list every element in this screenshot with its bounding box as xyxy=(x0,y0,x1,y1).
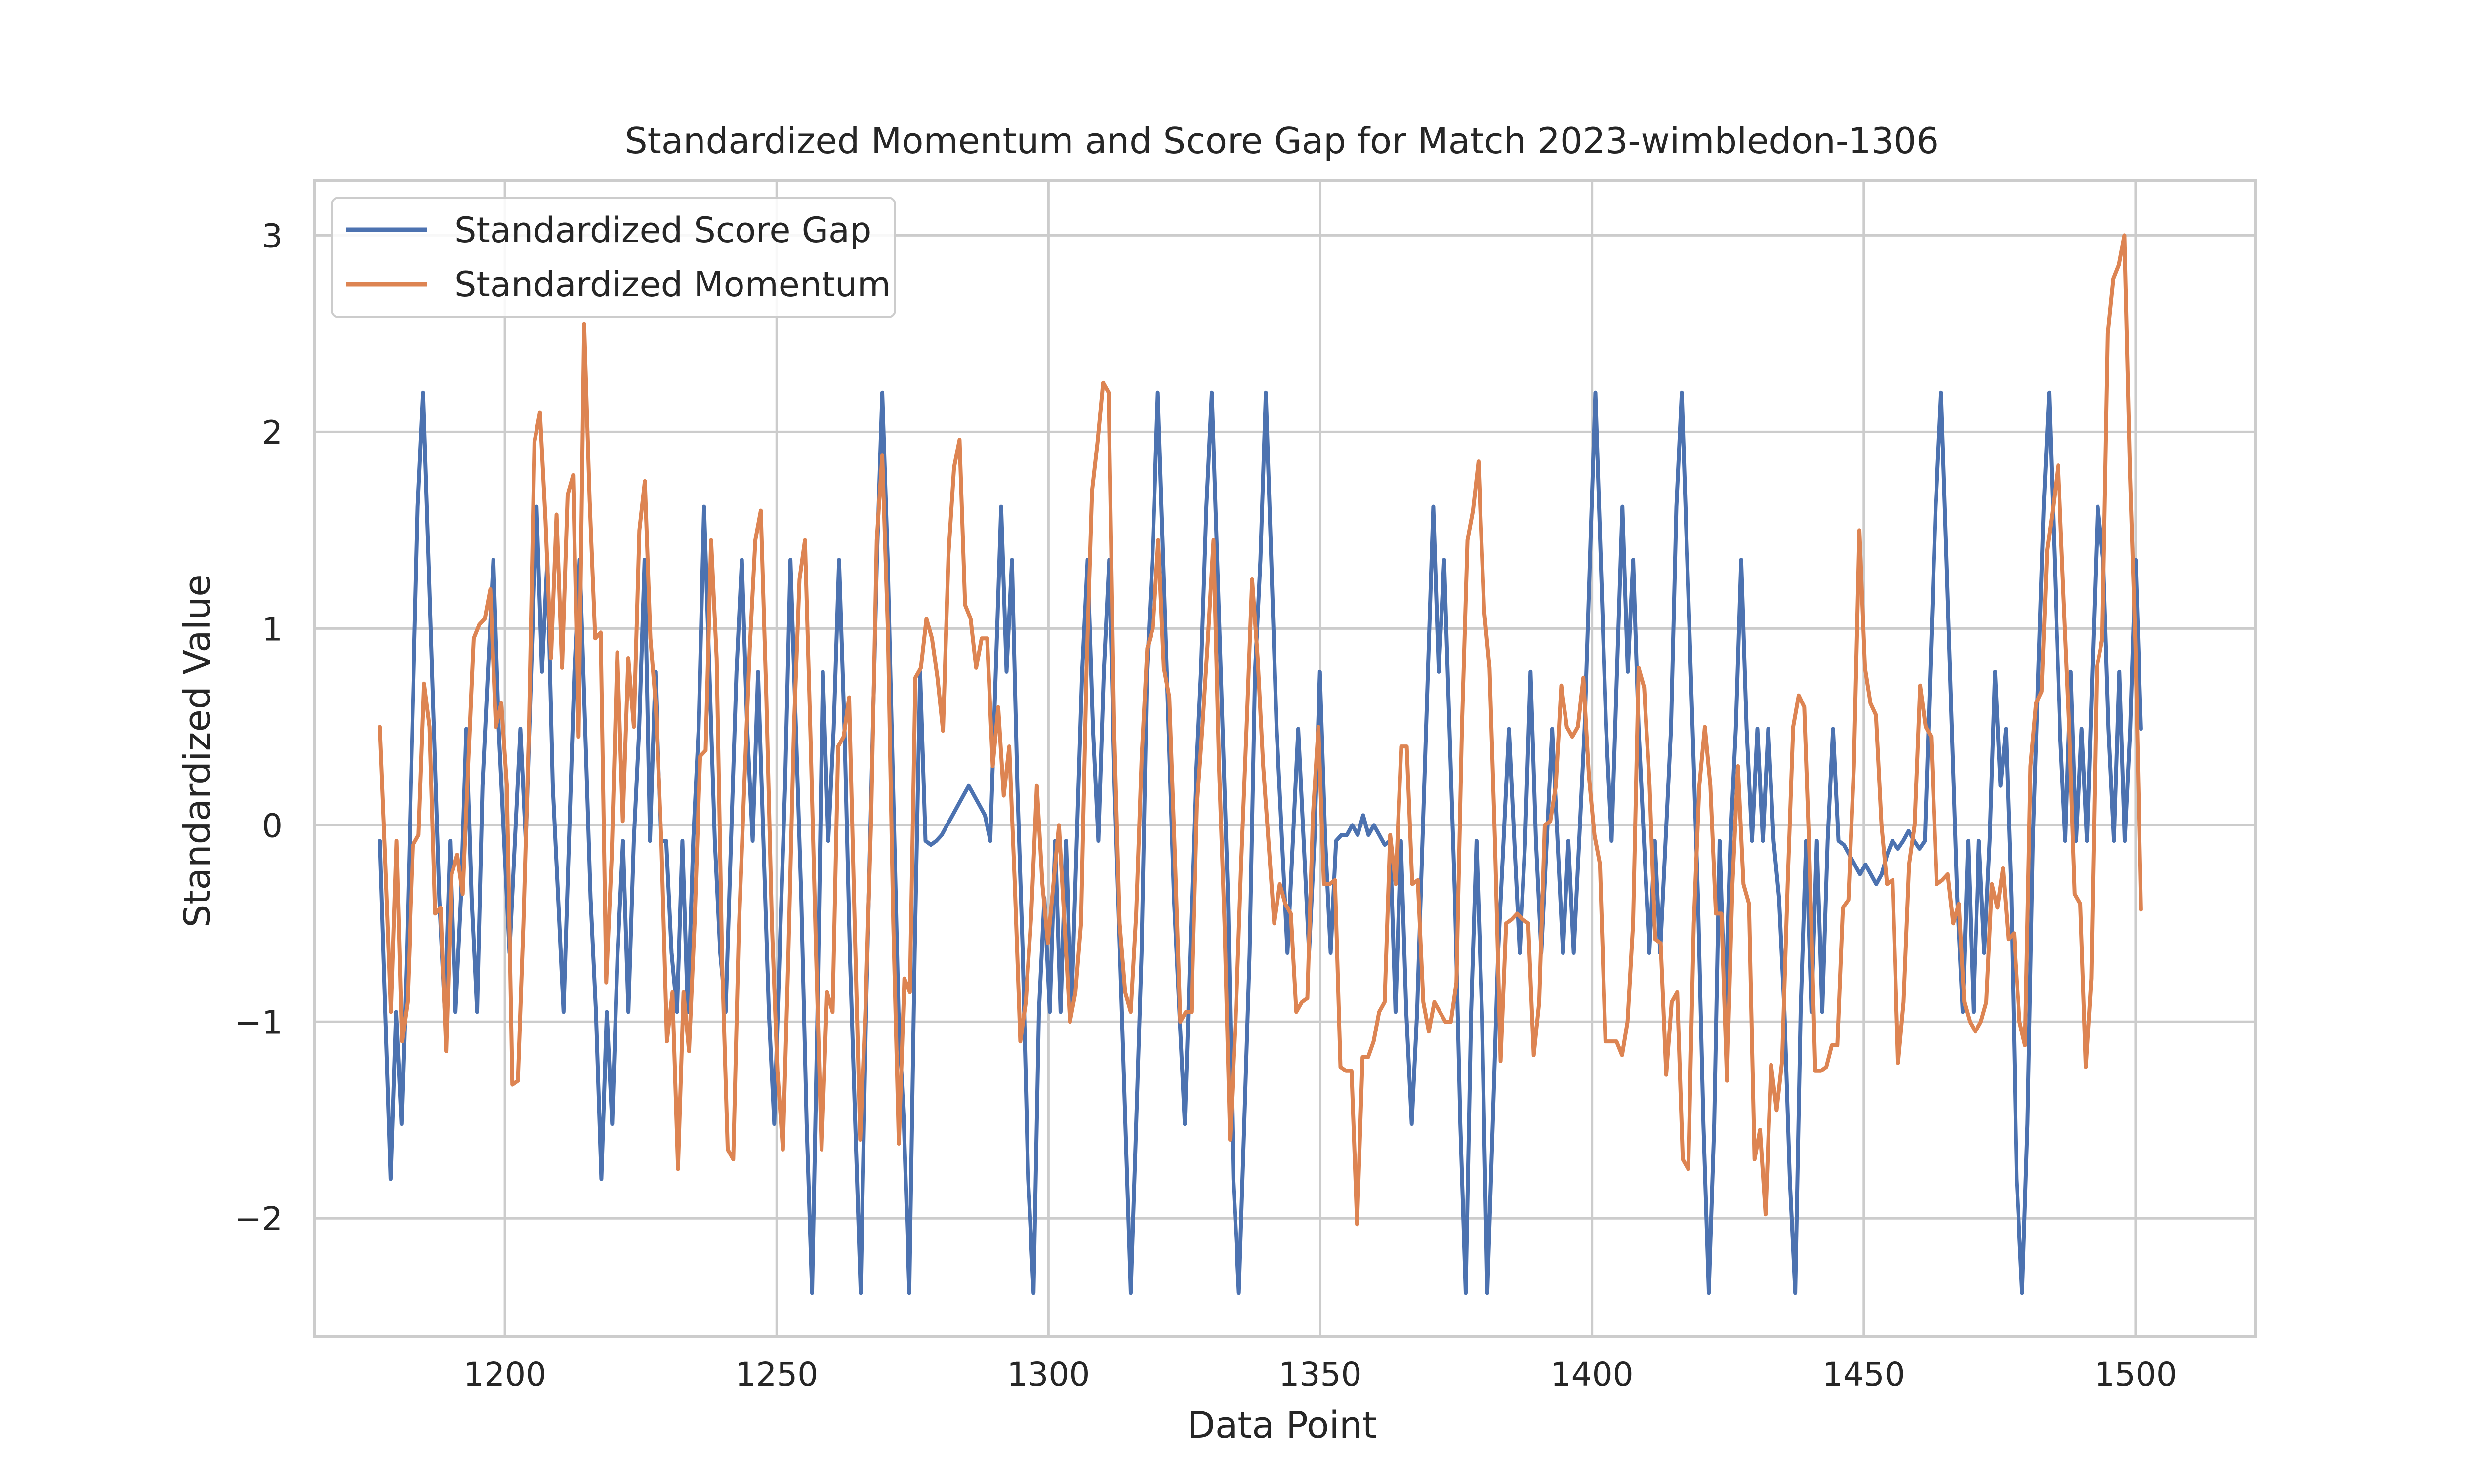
y-tick-label: 0 xyxy=(262,807,283,845)
legend-box xyxy=(331,197,896,318)
y-axis-label: Standardized Value xyxy=(176,574,219,927)
x-tick-label: 1350 xyxy=(1279,1356,1362,1394)
y-tick-label: −1 xyxy=(235,1003,283,1041)
series-line-score-gap xyxy=(378,390,2143,1295)
x-axis-label: Data Point xyxy=(1187,1404,1377,1446)
x-tick-label: 1300 xyxy=(1007,1356,1090,1394)
y-tick-label: 3 xyxy=(262,217,283,255)
y-tick-label: 1 xyxy=(262,610,283,648)
x-tick-label: 1450 xyxy=(1822,1356,1905,1394)
y-tick-label: 2 xyxy=(262,413,283,452)
plot-frame xyxy=(313,179,2257,1338)
x-tick-label: 1200 xyxy=(463,1356,546,1394)
series-line-momentum xyxy=(378,233,2143,1227)
legend-label-momentum: Standardized Momentum xyxy=(454,264,891,305)
series-layer xyxy=(378,233,2143,1295)
x-tick-label: 1400 xyxy=(1551,1356,1634,1394)
legend: Standardized Score Gap Standardized Mome… xyxy=(331,197,896,318)
chart-title: Standardized Momentum and Score Gap for … xyxy=(625,120,1939,162)
grid-layer xyxy=(315,180,2255,1336)
x-tick-label: 1250 xyxy=(735,1356,818,1394)
y-tick-label: −2 xyxy=(235,1200,283,1238)
legend-label-score-gap: Standardized Score Gap xyxy=(454,210,871,250)
tick-layer: 1200 1250 1300 1350 1400 1450 1500 −2 −1 0 1 2 3 xyxy=(235,217,2177,1394)
x-tick-label: 1500 xyxy=(2094,1356,2177,1394)
